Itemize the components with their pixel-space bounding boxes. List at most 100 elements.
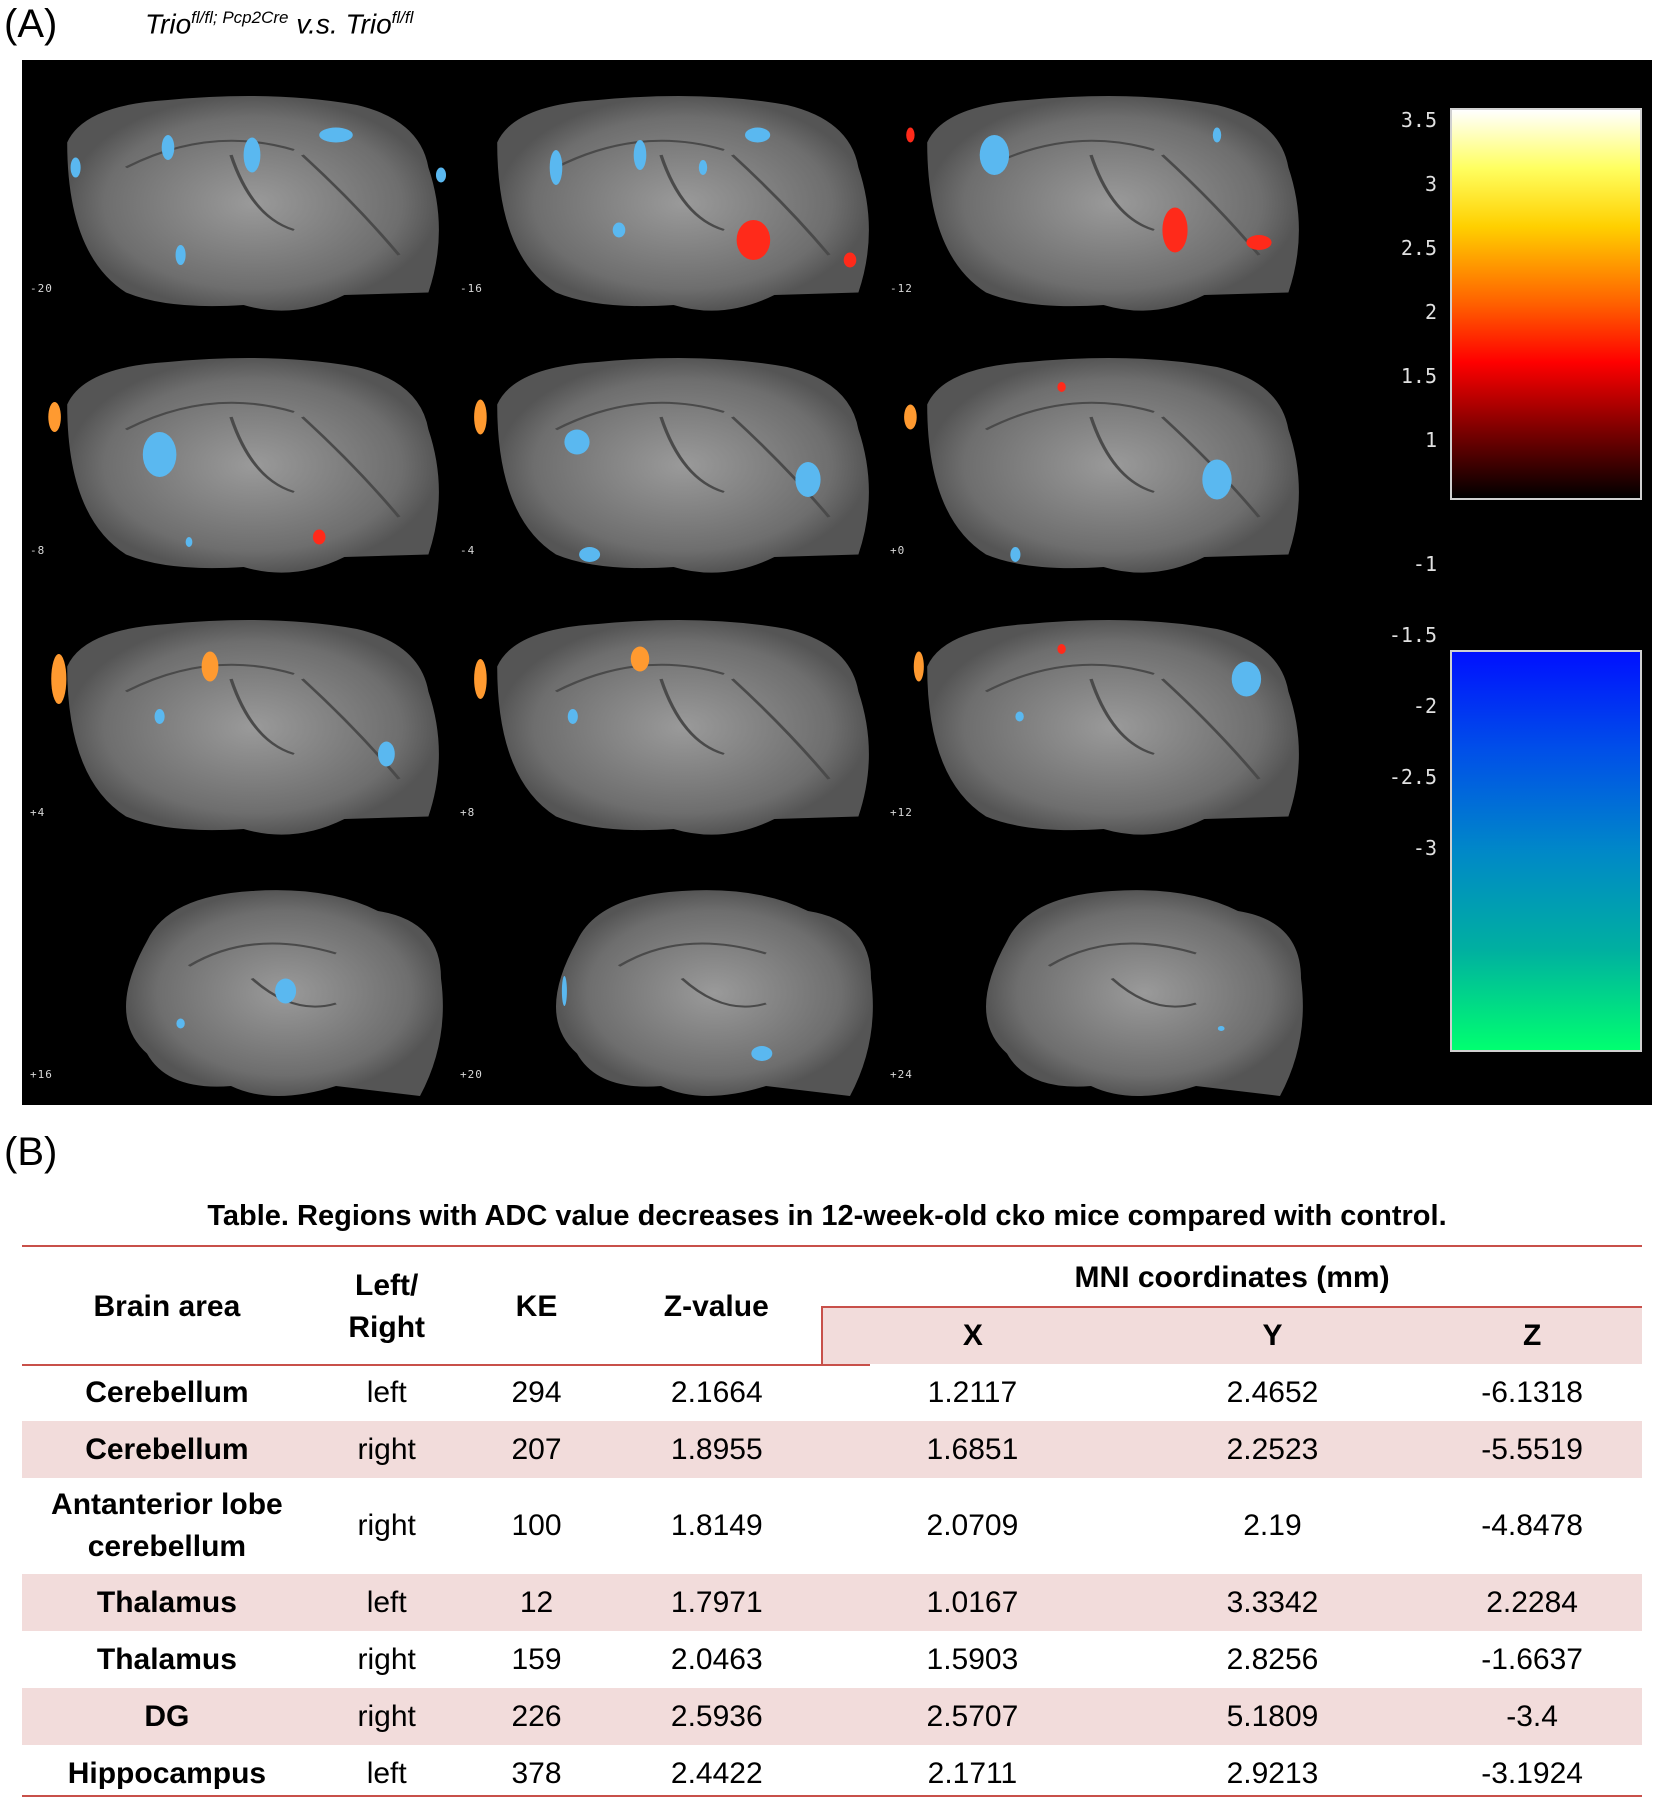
colorbar-tick: 1 bbox=[1424, 428, 1437, 452]
panel-b-label: (B) bbox=[4, 1130, 58, 1174]
colorbar-tick: -2 bbox=[1412, 694, 1437, 718]
brain-section bbox=[927, 358, 1299, 573]
cell-brain-area: Cerebellum bbox=[85, 1375, 249, 1409]
cell-z: 2.2284 bbox=[1422, 1574, 1642, 1631]
increase-cluster bbox=[1057, 382, 1066, 392]
brain-section bbox=[67, 358, 439, 573]
decrease-cluster bbox=[1231, 661, 1262, 697]
table-row: Antanterior lobe cerebellum right 100 1.8149… bbox=[22, 1478, 1642, 1574]
figure-title: Triofl/fl; Pcp2Cre v.s. Triofl/fl bbox=[145, 8, 414, 40]
cell-z-value: 1.8149 bbox=[670, 1509, 763, 1542]
slice-coordinate-label: +4 bbox=[30, 806, 46, 819]
header-z-value: Z-value bbox=[663, 1290, 769, 1323]
cell-x: 1.2117 bbox=[927, 1375, 1018, 1409]
table-bottom-rule bbox=[22, 1795, 1642, 1797]
colorbar-tick: 2 bbox=[1424, 300, 1437, 324]
mri-slice: +12 bbox=[890, 604, 1322, 854]
cell-y: 2.19 bbox=[1243, 1509, 1302, 1542]
colorbar-tick: -3 bbox=[1412, 836, 1437, 860]
decrease-cluster bbox=[751, 1046, 773, 1061]
header-y: Y bbox=[1122, 1307, 1423, 1364]
decrease-cluster bbox=[378, 741, 395, 767]
cell-y: 2.4652 bbox=[1226, 1375, 1319, 1409]
table-row: DG right 226 2.5936 2.5707 5.1809 -3.4 bbox=[22, 1688, 1642, 1745]
colorbar-tick: 2.5 bbox=[1400, 236, 1437, 260]
cell-side: right bbox=[357, 1642, 416, 1676]
increase-cluster bbox=[736, 220, 771, 260]
colorbar-tick: -1.5 bbox=[1388, 623, 1437, 647]
decrease-cluster bbox=[1015, 711, 1024, 722]
cell-ke: 378 bbox=[511, 1756, 562, 1790]
decrease-cluster bbox=[154, 709, 165, 724]
mri-slice: +16 bbox=[30, 866, 462, 1116]
cell-y: 5.1809 bbox=[1122, 1688, 1423, 1745]
cell-x: 1.5903 bbox=[926, 1642, 1019, 1676]
cell-z: -1.6637 bbox=[1481, 1642, 1583, 1676]
decrease-cluster bbox=[1212, 127, 1222, 143]
slice-coordinate-label: -4 bbox=[460, 544, 476, 557]
slice-coordinate-label: +16 bbox=[30, 1068, 53, 1081]
cell-z: -3.4 bbox=[1422, 1688, 1642, 1745]
increase-cluster bbox=[913, 651, 924, 682]
header-mni-coordinates: MNI coordinates (mm) bbox=[822, 1250, 1642, 1308]
decrease-cluster bbox=[698, 160, 708, 175]
mri-slice: -4 bbox=[460, 342, 892, 592]
cell-z: -3.1924 bbox=[1481, 1756, 1583, 1790]
mri-slice: -8 bbox=[30, 342, 462, 592]
cell-brain-area: DG bbox=[22, 1688, 312, 1745]
header-bottom-rule bbox=[22, 1364, 870, 1366]
panel-a-label: (A) bbox=[4, 2, 58, 46]
table-top-rule bbox=[22, 1245, 1642, 1247]
decrease-cluster bbox=[185, 537, 193, 547]
cell-y: 2.2523 bbox=[1122, 1421, 1423, 1478]
table-row: Cerebellum left 294 2.1664 1.2117 2.4652 -6.13… bbox=[22, 1364, 1642, 1421]
cell-side: right bbox=[311, 1421, 462, 1478]
decrease-cluster bbox=[979, 135, 1010, 175]
cell-brain-area: Thalamus bbox=[96, 1642, 237, 1676]
table-row: Hippocampus left 378 2.4422 2.1711 2.9213 -3.1… bbox=[22, 1745, 1642, 1802]
decrease-cluster bbox=[795, 462, 821, 497]
cell-brain-area: Thalamus bbox=[22, 1574, 312, 1631]
decrease-cluster bbox=[275, 978, 297, 1004]
increase-cluster bbox=[201, 651, 219, 682]
cell-brain-area: Hippocampus bbox=[67, 1756, 267, 1790]
cell-side: right bbox=[357, 1509, 416, 1542]
brain-section bbox=[556, 890, 873, 1096]
decrease-cluster bbox=[1217, 1026, 1225, 1031]
increase-cluster bbox=[474, 659, 487, 699]
brain-section bbox=[497, 620, 869, 835]
increase-cluster bbox=[1162, 207, 1188, 253]
increase-cluster bbox=[906, 127, 915, 143]
cell-ke: 159 bbox=[511, 1642, 562, 1676]
cell-y: 3.3342 bbox=[1122, 1574, 1423, 1631]
colorbar-negative bbox=[1450, 650, 1642, 1052]
increase-cluster bbox=[48, 402, 61, 432]
decrease-cluster bbox=[161, 135, 175, 160]
decrease-cluster bbox=[142, 432, 177, 477]
decrease-cluster bbox=[243, 137, 261, 173]
increase-cluster bbox=[1057, 644, 1066, 654]
cell-z: -5.5519 bbox=[1422, 1421, 1642, 1478]
decrease-cluster bbox=[567, 709, 578, 724]
slice-coordinate-label: -8 bbox=[30, 544, 46, 557]
cell-side: left bbox=[311, 1574, 462, 1631]
mri-slices-panel: -20 -16 -12 -8 -4 +0 +4 +8 +12 +16 +20 +24 3.5 3 2.5 2… bbox=[22, 60, 1652, 1105]
header-brain-area: Brain area bbox=[93, 1290, 241, 1323]
cell-x: 2.0709 bbox=[926, 1509, 1019, 1542]
decrease-cluster bbox=[1010, 547, 1021, 562]
cell-y: 2.8256 bbox=[1226, 1642, 1319, 1676]
decrease-cluster bbox=[579, 547, 601, 562]
decrease-cluster bbox=[435, 167, 447, 183]
slice-coordinate-label: -12 bbox=[890, 282, 913, 295]
slice-coordinate-label: +12 bbox=[890, 806, 913, 819]
brain-section bbox=[497, 96, 869, 311]
cell-brain-area: Cerebellum bbox=[22, 1421, 312, 1478]
increase-cluster bbox=[904, 404, 917, 430]
mri-slice: +8 bbox=[460, 604, 892, 854]
decrease-cluster bbox=[564, 429, 590, 455]
cell-side: left bbox=[366, 1375, 407, 1409]
cell-side: left bbox=[366, 1756, 407, 1790]
brain-section bbox=[67, 96, 439, 311]
colorbar-tick: 3 bbox=[1424, 172, 1437, 196]
slice-coordinate-label: -16 bbox=[460, 282, 483, 295]
